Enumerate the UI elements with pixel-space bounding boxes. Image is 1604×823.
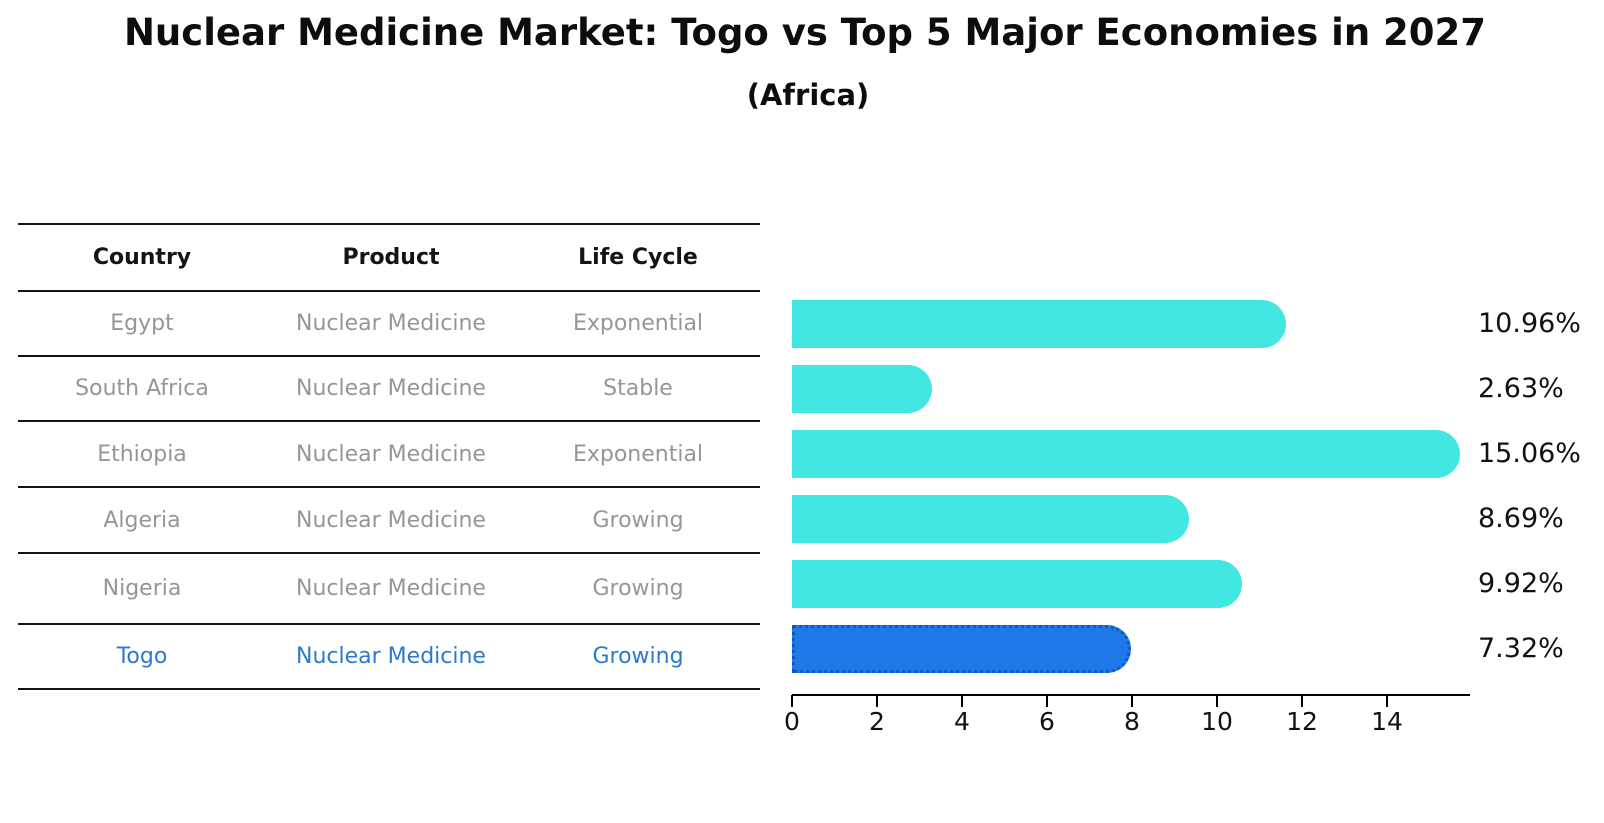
table-row-algeria: Algeria Nuclear Medicine Growing [18,486,760,552]
cell-product: Nuclear Medicine [296,644,486,669]
comparison-table: Country Product Life Cycle Egypt Nuclear… [18,223,760,690]
table-row-nigeria: Nigeria Nuclear Medicine Growing [18,552,760,623]
bar-egypt [792,300,1286,348]
chart-subtitle: (Africa) [746,78,870,112]
cell-product: Nuclear Medicine [296,441,486,467]
cell-country: Egypt [110,311,174,336]
x-axis-tick-label: 4 [954,707,970,736]
cell-product: Nuclear Medicine [296,376,486,401]
cell-country: Nigeria [102,576,182,601]
table-row-ethiopia: Ethiopia Nuclear Medicine Exponential [18,420,760,486]
column-header-life-cycle: Life Cycle [578,245,698,270]
x-axis-tick-label: 14 [1371,707,1403,736]
bar-nigeria [792,560,1242,608]
x-axis-tick [876,695,878,707]
value-label-nigeria: 9.92% [1478,568,1564,599]
value-label-algeria: 8.69% [1478,503,1564,534]
cell-life-cycle: Exponential [572,441,704,467]
x-axis-tick-label: 6 [1039,707,1055,736]
x-axis-tick [1131,695,1133,707]
cell-country: South Africa [75,376,209,401]
bar-south-africa [792,365,932,413]
x-axis-tick-label: 10 [1201,707,1233,736]
value-label-egypt: 10.96% [1478,308,1581,339]
x-axis-tick [1386,695,1388,707]
value-label-togo: 7.32% [1478,633,1564,664]
x-axis-tick-label: 8 [1124,707,1140,736]
cell-country: Ethiopia [97,441,187,467]
bar-togo [792,625,1131,673]
table-row-togo: Togo Nuclear Medicine Growing [18,623,760,690]
x-axis-tick-label: 12 [1286,707,1318,736]
x-axis-tick-label: 2 [869,707,885,736]
cell-life-cycle: Exponential [572,311,704,336]
table-row-egypt: Egypt Nuclear Medicine Exponential [18,290,760,355]
x-axis-tick [1301,695,1303,707]
table-header-row: Country Product Life Cycle [18,223,760,290]
column-header-product: Product [342,245,440,270]
x-axis-tick [1216,695,1218,707]
bar-algeria [792,495,1189,543]
chart-title: Nuclear Medicine Market: Togo vs Top 5 M… [123,11,1487,54]
bar-ethiopia [792,430,1460,478]
x-axis-tick [1046,695,1048,707]
cell-product: Nuclear Medicine [296,576,486,601]
x-axis-tick-label: 0 [784,707,800,736]
cell-product: Nuclear Medicine [296,311,486,336]
cell-product: Nuclear Medicine [296,507,486,533]
value-label-ethiopia: 15.06% [1478,438,1581,469]
x-axis-tick [961,695,963,707]
cell-life-cycle: Growing [592,576,684,601]
cell-country: Togo [116,644,168,669]
cell-country: Algeria [103,507,181,533]
value-label-south-africa: 2.63% [1478,373,1564,404]
cell-life-cycle: Stable [603,376,673,401]
x-axis-tick [791,695,793,707]
cell-life-cycle: Growing [592,644,684,669]
cell-life-cycle: Growing [592,507,684,533]
table-row-south-africa: South Africa Nuclear Medicine Stable [18,355,760,420]
column-header-country: Country [92,245,192,270]
